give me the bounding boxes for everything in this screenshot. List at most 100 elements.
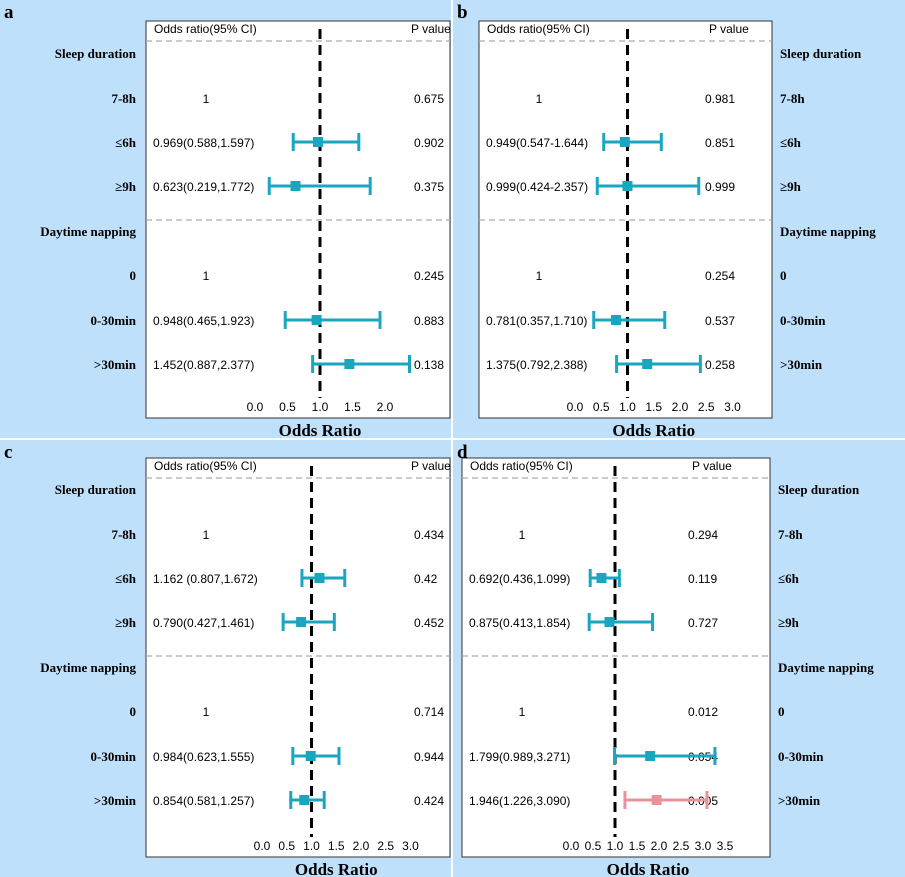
or-value: 1.946(1.226,3.090) — [469, 794, 570, 808]
p-value: 0.675 — [414, 92, 444, 106]
row-label: ≤6h — [780, 135, 802, 150]
p-value: 0.999 — [705, 180, 735, 194]
x-tick-label: 0.0 — [563, 839, 580, 853]
row-label: 0-30min — [780, 313, 826, 328]
section-label: Sleep duration — [55, 46, 137, 61]
column-header-or: Odds ratio(95% CI) — [154, 459, 257, 473]
forest-panel-a: a Odds ratio(95% CI) P value Sleep duration… — [0, 0, 451, 440]
section-label: Daytime napping — [40, 660, 136, 675]
or-value: 1.162 (0.807,1.672) — [153, 572, 258, 586]
row-label: 0 — [780, 268, 787, 283]
x-axis-title: Odds Ratio — [607, 860, 690, 877]
row-label: 7-8h — [111, 91, 136, 106]
x-tick-label: 1.5 — [629, 839, 646, 853]
p-value: 0.258 — [705, 358, 735, 372]
row-label: ≥9h — [778, 615, 800, 630]
section-label: Sleep duration — [778, 482, 860, 497]
point-estimate — [290, 181, 301, 191]
row-label: 0-30min — [778, 749, 824, 764]
p-value: 0.434 — [414, 528, 444, 542]
point-estimate — [642, 359, 653, 369]
x-tick-label: 0.0 — [567, 400, 584, 414]
or-value: 0.854(0.581,1.257) — [153, 794, 254, 808]
column-header-p: P value — [411, 22, 451, 36]
row-label: 7-8h — [780, 91, 805, 106]
or-value: 0.949(0.547-1.644) — [486, 136, 588, 150]
row-label: >30min — [94, 793, 137, 808]
x-axis-title: Odds Ratio — [279, 421, 362, 440]
forest-panel-b: b Odds ratio(95% CI) P value Sleep duration… — [453, 0, 905, 440]
x-tick-label: 0.0 — [247, 400, 264, 414]
p-value: 0.254 — [705, 269, 735, 283]
row-label: ≤6h — [115, 135, 137, 150]
row-label: 0 — [130, 704, 137, 719]
p-value: 0.42 — [414, 572, 438, 586]
or-value: 0.692(0.436,1.099) — [469, 572, 570, 586]
or-value: 0.623(0.219,1.772) — [153, 180, 254, 194]
forest-panel-c: c Odds ratio(95% CI) P value Sleep duration… — [0, 440, 451, 877]
point-estimate — [651, 795, 662, 805]
or-value: 1 — [536, 269, 543, 283]
x-tick-label: 2.0 — [377, 400, 394, 414]
or-value: 0.948(0.465,1.923) — [153, 314, 254, 328]
row-label: 0-30min — [91, 313, 137, 328]
x-tick-label: 2.0 — [353, 839, 370, 853]
or-value: 1.799(0.989,3.271) — [469, 750, 570, 764]
row-label: 0 — [130, 268, 137, 283]
x-tick-label: 2.5 — [698, 400, 715, 414]
or-value: 1 — [203, 528, 210, 542]
p-value: 0.902 — [414, 136, 444, 150]
or-value: 1 — [536, 92, 543, 106]
or-value: 1 — [519, 528, 526, 542]
point-estimate — [611, 315, 622, 325]
p-value: 0.119 — [688, 572, 717, 586]
p-value: 0.727 — [688, 616, 718, 630]
point-estimate — [622, 181, 633, 191]
point-estimate — [314, 573, 325, 583]
x-tick-label: 3.0 — [402, 839, 419, 853]
row-label: 0-30min — [91, 749, 137, 764]
column-header-p: P value — [692, 459, 732, 473]
or-value: 0.969(0.588,1.597) — [153, 136, 254, 150]
row-label: ≥9h — [780, 179, 802, 194]
x-tick-label: 1.0 — [607, 839, 624, 853]
column-header-or: Odds ratio(95% CI) — [470, 459, 573, 473]
or-value: 1 — [519, 705, 526, 719]
section-label: Daytime napping — [780, 224, 876, 239]
p-value: 0.012 — [688, 705, 718, 719]
x-tick-label: 1.5 — [328, 839, 345, 853]
panel-letter: d — [457, 442, 468, 463]
point-estimate — [312, 137, 323, 147]
or-value: 0.999(0.424-2.357) — [486, 180, 588, 194]
row-label: 7-8h — [778, 527, 803, 542]
p-value: 0.944 — [414, 750, 444, 764]
x-tick-label: 0.0 — [254, 839, 271, 853]
row-label: 0 — [778, 704, 785, 719]
p-value: 0.537 — [705, 314, 735, 328]
row-label: ≤6h — [778, 571, 800, 586]
x-tick-label: 0.5 — [593, 400, 610, 414]
p-value: 0.714 — [414, 705, 444, 719]
p-value: 0.981 — [705, 92, 735, 106]
x-tick-label: 1.0 — [312, 400, 329, 414]
x-tick-label: 0.5 — [279, 400, 296, 414]
x-tick-label: 0.5 — [278, 839, 295, 853]
x-tick-label: 2.0 — [651, 839, 668, 853]
or-value: 0.790(0.427,1.461) — [153, 616, 254, 630]
row-label: ≥9h — [115, 615, 137, 630]
panel-letter: c — [4, 442, 12, 463]
x-tick-label: 3.5 — [717, 839, 734, 853]
or-value: 1 — [203, 269, 210, 283]
section-label: Daytime napping — [40, 224, 136, 239]
p-value: 0.851 — [705, 136, 735, 150]
column-header-p: P value — [411, 459, 451, 473]
row-label: 7-8h — [111, 527, 136, 542]
point-estimate — [619, 137, 630, 147]
p-value: 0.424 — [414, 794, 444, 808]
column-header-or: Odds ratio(95% CI) — [154, 22, 257, 36]
x-tick-label: 1.5 — [645, 400, 662, 414]
section-label: Sleep duration — [55, 482, 137, 497]
point-estimate — [305, 751, 316, 761]
